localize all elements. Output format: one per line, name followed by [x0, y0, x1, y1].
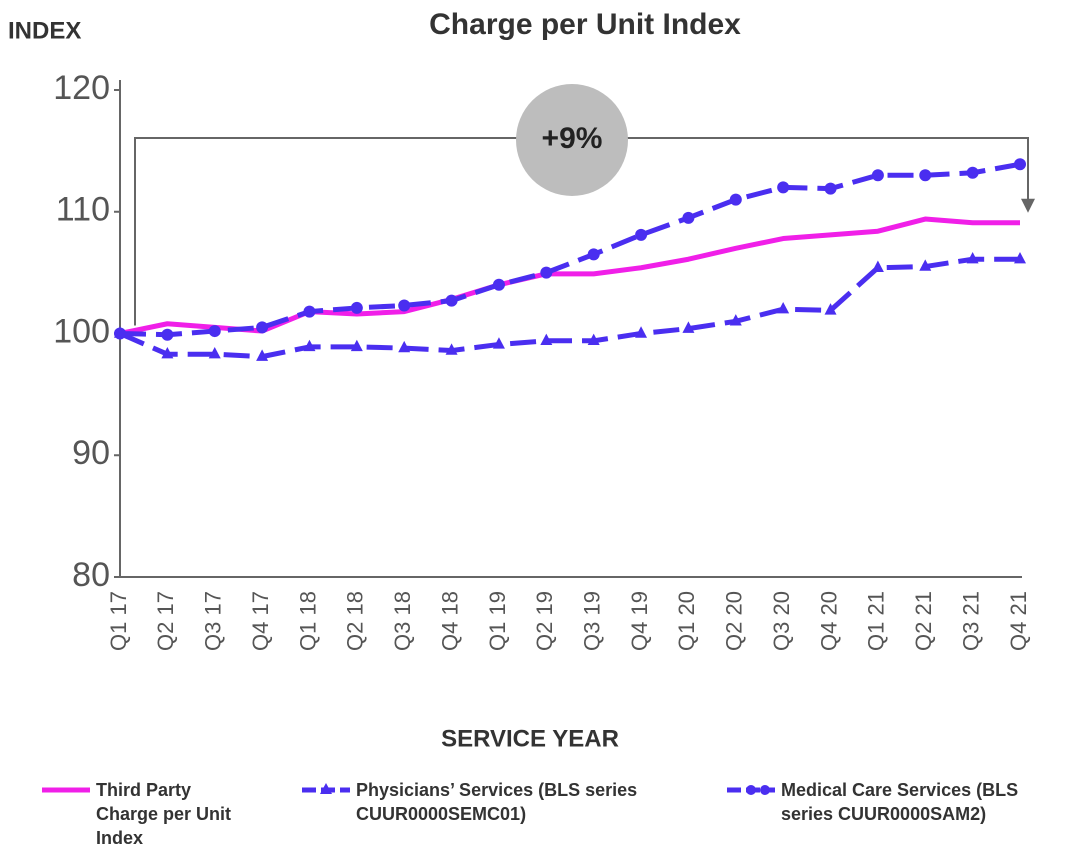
page: {"chart_data": {"type": "line", "title":…	[8, 7, 1065, 848]
legend-item: Physicians’ Services (BLS series CUUR000…	[300, 778, 680, 826]
chart: Charge per Unit Index INDEX SERVICE YEAR…	[8, 8, 1035, 752]
series-line	[119, 161, 1021, 338]
data-point	[777, 181, 790, 194]
x-tick-label: Q4 20	[816, 591, 841, 651]
data-point	[303, 305, 316, 318]
x-tick-label: Q3 21	[958, 591, 983, 651]
legend-item: Third Party Charge per Unit Index	[40, 778, 250, 850]
data-point	[1014, 252, 1026, 264]
annotation-text: +9%	[542, 122, 603, 155]
data-point	[587, 248, 600, 261]
legend-item: Medical Care Services (BLS series CUUR00…	[725, 778, 1065, 826]
data-point	[777, 301, 790, 314]
series-line	[119, 216, 1020, 336]
data-point	[540, 333, 553, 346]
legend-label: Physicians’ Services (BLS series CUUR000…	[356, 780, 638, 824]
data-point	[635, 228, 648, 241]
annotation-circle	[516, 84, 628, 196]
legend-swatch	[727, 785, 775, 795]
legend-label: Third Party Charge per Unit Index	[96, 780, 232, 848]
data-point	[492, 337, 505, 349]
x-tick-label: Q1 19	[485, 591, 510, 651]
legend-swatch	[302, 783, 350, 794]
y-tick-label: 110	[56, 191, 110, 229]
data-point	[208, 346, 221, 359]
data-point	[208, 325, 221, 338]
x-tick-label: Q1 18	[295, 591, 320, 651]
data-point	[824, 182, 837, 195]
data-point	[871, 169, 884, 182]
legend-label: Medical Care Services (BLS series CUUR00…	[781, 780, 1019, 824]
data-point	[492, 278, 505, 291]
y-axis-label: INDEX	[8, 17, 81, 44]
data-point	[1014, 158, 1026, 171]
legend-marker	[760, 785, 770, 795]
x-axis-label: SERVICE YEAR	[441, 725, 619, 752]
x-tick-label: Q4 18	[437, 591, 462, 651]
y-tick-label: 90	[72, 434, 110, 472]
data-point	[682, 321, 695, 333]
data-point	[635, 326, 648, 338]
data-point	[398, 340, 411, 353]
data-point	[114, 327, 126, 340]
data-point	[824, 303, 837, 315]
x-tick-label: Q3 18	[390, 591, 415, 651]
legend-marker	[746, 785, 756, 795]
x-tick-label: Q3 19	[579, 591, 604, 651]
data-point	[256, 349, 269, 361]
y-tick-label: 120	[53, 69, 110, 107]
data-point	[445, 343, 458, 355]
data-point	[729, 193, 742, 206]
x-tick-label: Q2 20	[722, 591, 747, 651]
x-tick-label: Q1 20	[674, 591, 699, 651]
x-tick-label: Q1 21	[864, 591, 889, 651]
x-tick-label: Q1 17	[106, 591, 131, 651]
data-point	[871, 260, 884, 272]
data-point	[161, 346, 174, 359]
legend-marker	[320, 783, 332, 794]
data-point	[966, 252, 979, 264]
x-tick-label: Q2 19	[532, 591, 557, 651]
legend-swatch	[42, 787, 90, 793]
x-tick-label: Q2 21	[911, 591, 936, 651]
data-point	[350, 301, 363, 314]
x-tick-label: Q4 19	[627, 591, 652, 651]
x-tick-label: Q4 17	[248, 591, 273, 651]
data-point	[540, 266, 553, 279]
data-point	[587, 333, 600, 346]
data-point	[682, 211, 695, 224]
data-point	[919, 259, 932, 271]
data-point	[161, 328, 174, 341]
data-point	[966, 166, 979, 179]
chart-title: Charge per Unit Index	[429, 8, 741, 41]
data-point	[398, 299, 411, 312]
data-point	[256, 321, 269, 334]
x-tick-label: Q4 21	[1006, 591, 1031, 651]
annotation-arrow	[1021, 198, 1035, 213]
series-line	[118, 256, 1020, 360]
data-point	[729, 314, 742, 326]
data-point	[303, 339, 316, 352]
data-point	[919, 169, 932, 182]
data-point	[445, 294, 458, 307]
x-tick-label: Q2 17	[153, 591, 178, 651]
x-tick-label: Q3 17	[201, 591, 226, 651]
y-tick-label: 80	[72, 556, 110, 594]
y-tick-label: 100	[53, 312, 110, 350]
data-point	[350, 339, 363, 352]
x-tick-label: Q3 20	[769, 591, 794, 651]
x-tick-label: Q2 18	[343, 591, 368, 651]
